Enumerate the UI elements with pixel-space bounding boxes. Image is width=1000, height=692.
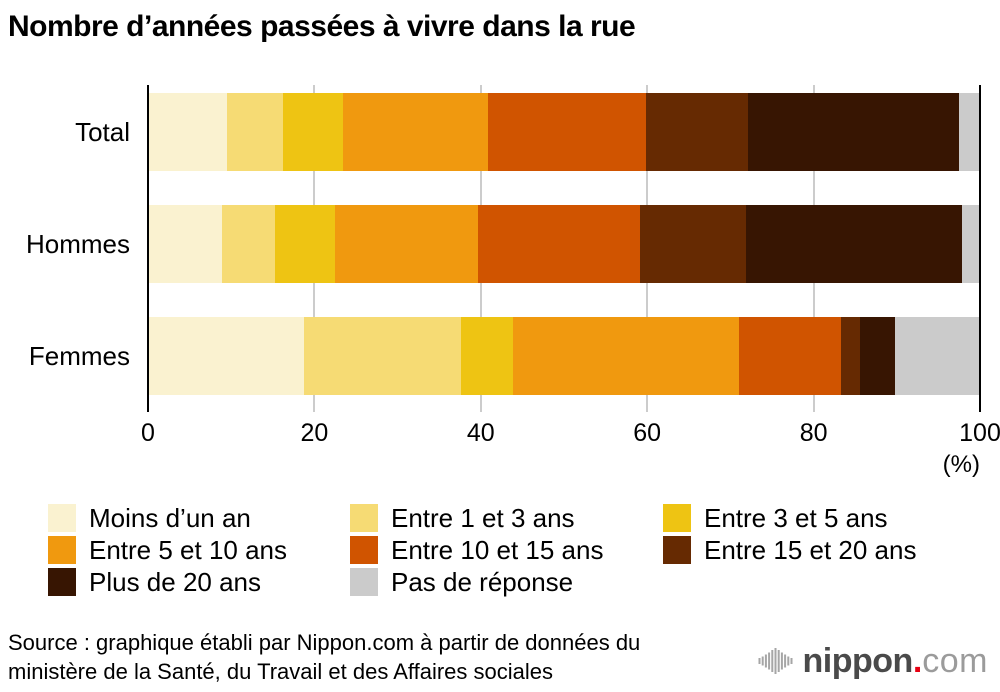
bar-total-segment-6 [747, 93, 960, 171]
x-axis-unit-label: (%) [942, 451, 980, 478]
legend-label-6: Plus de 20 ans [89, 566, 262, 597]
bar-total-segment-1 [227, 93, 283, 171]
bar-femmes-segment-6 [860, 317, 896, 395]
legend-item-0: Moins d’un an [48, 503, 350, 533]
legend-label-0: Moins d’un an [89, 502, 251, 533]
legend-label-5: Entre 15 et 20 ans [704, 534, 917, 565]
bar-hommes-segment-4 [478, 205, 640, 283]
legend-swatch-6 [48, 568, 76, 596]
bar-femmes [148, 317, 980, 395]
plot-area [147, 85, 981, 412]
legend-swatch-2 [663, 504, 691, 532]
legend-label-7: Pas de réponse [391, 566, 574, 597]
source-note: Source : graphique établi par Nippon.com… [8, 628, 640, 686]
soundwave-logo-icon [758, 648, 793, 674]
x-tick-label-100: 100 [959, 419, 1000, 447]
bar-femmes-segment-1 [304, 317, 461, 395]
x-tick-label-40: 40 [466, 419, 495, 447]
legend-item-3: Entre 5 et 10 ans [48, 535, 350, 565]
page-title: Nombre d’années passées à vivre dans la … [8, 10, 636, 43]
bar-hommes-segment-2 [275, 205, 336, 283]
x-axis-tick-labels: 0 20 40 60 80 100 [141, 419, 1000, 449]
bar-total-segment-5 [646, 93, 748, 171]
row-label-total: Total [75, 117, 130, 147]
x-tick-label-60: 60 [633, 419, 662, 447]
legend-label-2: Entre 3 et 5 ans [704, 502, 888, 533]
logo-red-dot: . [912, 642, 923, 680]
bar-hommes-segment-6 [746, 205, 962, 283]
bar-total-segment-2 [282, 93, 343, 171]
bar-total-segment-0 [148, 93, 228, 171]
legend-swatch-1 [350, 504, 378, 532]
legend-swatch-5 [663, 536, 691, 564]
bar-total-segment-4 [488, 93, 647, 171]
bar-femmes-segment-3 [513, 317, 739, 395]
bar-hommes-segment-7 [961, 205, 980, 283]
legend-swatch-3 [48, 536, 76, 564]
source-line-1: Source : graphique établi par Nippon.com… [8, 630, 641, 655]
x-tick-label-80: 80 [799, 419, 828, 447]
bar-femmes-segment-5 [841, 317, 861, 395]
x-tick-label-20: 20 [300, 419, 329, 447]
legend-item-7: Pas de réponse [350, 567, 663, 597]
bar-total-segment-3 [342, 93, 489, 171]
legend-item-4: Entre 10 et 15 ans [350, 535, 663, 565]
bar-femmes-segment-0 [148, 317, 305, 395]
logo-name-text: nippon [802, 642, 914, 680]
legend-label-4: Entre 10 et 15 ans [391, 534, 604, 565]
bar-femmes-segment-2 [460, 317, 514, 395]
logo-wordmark: nippon.com [803, 644, 988, 678]
legend-swatch-4 [350, 536, 378, 564]
bar-hommes-segment-3 [335, 205, 479, 283]
bar-hommes-segment-0 [148, 205, 223, 283]
y-axis-line [147, 85, 149, 412]
legend-item-2: Entre 3 et 5 ans [663, 503, 992, 533]
bar-hommes [148, 205, 980, 283]
chart-legend: Moins d’un an Entre 1 et 3 ans Entre 3 et … [48, 503, 992, 597]
logo-suffix-text: com [922, 642, 988, 680]
x-tick-label-0: 0 [141, 419, 155, 447]
bar-femmes-segment-7 [895, 317, 980, 395]
legend-item-1: Entre 1 et 3 ans [350, 503, 663, 533]
legend-swatch-7 [350, 568, 378, 596]
bar-hommes-segment-5 [639, 205, 747, 283]
legend-label-3: Entre 5 et 10 ans [89, 534, 288, 565]
source-line-2: ministère de la Santé, du Travail et des… [8, 659, 553, 684]
row-label-hommes: Hommes [25, 229, 130, 259]
legend-item-6: Plus de 20 ans [48, 567, 350, 597]
bar-total [148, 93, 980, 171]
right-boundary-line [979, 85, 981, 412]
bar-hommes-segment-1 [222, 205, 276, 283]
footer: Source : graphique établi par Nippon.com… [0, 622, 1000, 692]
row-label-femmes: Femmes [28, 341, 130, 371]
stacked-bar-chart: Total Hommes Femmes 0 20 40 60 80 100 (%) [0, 85, 1000, 485]
legend-swatch-0 [48, 504, 76, 532]
nippon-logo: nippon.com [758, 642, 988, 680]
legend-label-1: Entre 1 et 3 ans [391, 502, 575, 533]
bar-total-segment-7 [959, 93, 980, 171]
bar-femmes-segment-4 [738, 317, 842, 395]
legend-item-5: Entre 15 et 20 ans [663, 535, 992, 565]
